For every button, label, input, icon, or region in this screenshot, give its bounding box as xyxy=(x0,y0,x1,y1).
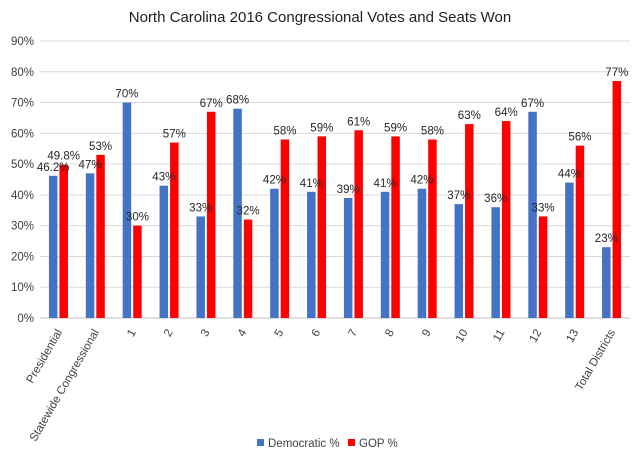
gop-data-label: 64% xyxy=(495,107,518,119)
gop-bar xyxy=(612,81,622,318)
x-tick-label: 13 xyxy=(564,328,581,345)
gop-data-label: 77% xyxy=(605,67,628,79)
gop-bar xyxy=(243,219,253,318)
legend-swatch-gop xyxy=(348,439,355,446)
democratic-bar xyxy=(343,197,353,318)
democratic-bar xyxy=(491,207,500,318)
democratic-bar xyxy=(159,185,169,318)
y-tick-label: 60% xyxy=(11,128,34,140)
gop-bar xyxy=(501,121,511,319)
democratic-bar xyxy=(602,247,611,318)
gop-data-label: 32% xyxy=(237,206,260,218)
y-tick-label: 20% xyxy=(11,251,34,263)
y-tick-label: 0% xyxy=(17,313,34,325)
democratic-data-label: 43% xyxy=(152,172,175,184)
gop-data-label: 58% xyxy=(421,125,444,137)
y-tick-label: 10% xyxy=(11,282,34,294)
democratic-bar xyxy=(270,188,279,318)
x-tick-label: 1 xyxy=(125,328,139,340)
x-tick-label: 10 xyxy=(454,328,471,345)
democratic-bar xyxy=(417,188,427,318)
democratic-bar xyxy=(454,204,464,318)
bars xyxy=(48,81,622,319)
y-tick-label: 70% xyxy=(11,98,34,110)
gop-bar xyxy=(280,139,290,318)
x-tick-label: 7 xyxy=(346,328,360,340)
x-tick-label: 3 xyxy=(199,328,213,340)
y-tick-label: 30% xyxy=(11,221,34,233)
data-labels: 46.2%49.8%47%53%70%30%43%57%33%67% 68%32%… xyxy=(37,67,628,245)
y-tick-label: 80% xyxy=(11,67,34,79)
democratic-data-label: 70% xyxy=(115,89,138,101)
democratic-bar xyxy=(122,102,132,318)
democratic-data-label: 42% xyxy=(263,175,286,187)
democratic-data-label: 46.2% xyxy=(37,162,70,174)
democratic-data-label: 42% xyxy=(410,175,433,187)
democratic-data-label: 33% xyxy=(189,202,212,214)
y-tick-label: 50% xyxy=(11,159,34,171)
democratic-data-label: 36% xyxy=(484,193,507,205)
democratic-data-label: 67% xyxy=(521,98,544,110)
democratic-data-label: 23% xyxy=(595,233,618,245)
gop-data-label: 63% xyxy=(458,110,481,122)
gop-bar xyxy=(428,139,437,318)
democratic-bar xyxy=(307,191,316,318)
gop-bar xyxy=(206,111,216,319)
democratic-data-label: 37% xyxy=(447,190,470,202)
x-tick-label: 5 xyxy=(273,328,287,340)
x-tick-label: 11 xyxy=(491,328,507,344)
democratic-bar xyxy=(196,216,205,318)
gop-bar xyxy=(96,154,105,318)
gop-bar xyxy=(391,136,400,318)
x-tick-label: 9 xyxy=(420,328,434,340)
democratic-bar xyxy=(528,111,537,319)
gop-data-label: 59% xyxy=(384,122,407,134)
gop-bar xyxy=(575,145,585,318)
legend: Democratic % GOP % xyxy=(257,438,398,450)
x-tick-label: 8 xyxy=(383,328,397,340)
legend-swatch-democratic xyxy=(257,439,264,446)
democratic-data-label: 39% xyxy=(337,184,360,196)
y-tick-label: 40% xyxy=(11,190,34,202)
gop-data-label: 67% xyxy=(200,98,223,110)
gop-data-label: 59% xyxy=(310,122,333,134)
gop-bar xyxy=(317,136,327,318)
gop-data-label: 53% xyxy=(89,141,112,153)
democratic-bar xyxy=(48,175,58,318)
democratic-bar xyxy=(233,108,242,318)
gop-bar xyxy=(170,142,179,318)
gop-bar xyxy=(133,225,142,318)
gop-data-label: 61% xyxy=(347,116,370,128)
democratic-bar xyxy=(565,182,574,318)
democratic-bar xyxy=(85,173,95,318)
gop-data-label: 30% xyxy=(126,212,149,224)
gop-bar xyxy=(59,164,68,318)
democratic-data-label: 41% xyxy=(374,178,397,190)
x-tick-label: 2 xyxy=(162,328,176,340)
democratic-bar xyxy=(380,191,390,318)
x-tick-label: 6 xyxy=(310,328,324,340)
gop-data-label: 56% xyxy=(568,132,591,144)
y-tick-label: 90% xyxy=(11,36,34,48)
gop-data-label: 33% xyxy=(532,202,555,214)
chart-title: North Carolina 2016 Congressional Votes … xyxy=(129,9,511,26)
gop-bar xyxy=(538,216,548,318)
democratic-data-label: 41% xyxy=(300,178,323,190)
gop-data-label: 58% xyxy=(273,125,296,137)
democratic-data-label: 68% xyxy=(226,95,249,107)
gop-data-label: 49.8% xyxy=(47,151,80,163)
gop-data-label: 57% xyxy=(163,129,186,141)
legend-label-democratic: Democratic % xyxy=(268,438,340,450)
gop-bar xyxy=(354,130,363,318)
x-tick-label: 12 xyxy=(528,328,545,345)
y-axis-ticks: 0% 10% 20% 30% 40% 50% 60% 70% 80% 90% xyxy=(11,36,34,325)
legend-label-gop: GOP % xyxy=(359,438,398,450)
gop-bar xyxy=(465,124,474,318)
democratic-data-label: 44% xyxy=(558,169,581,181)
democratic-data-label: 47% xyxy=(79,159,102,171)
